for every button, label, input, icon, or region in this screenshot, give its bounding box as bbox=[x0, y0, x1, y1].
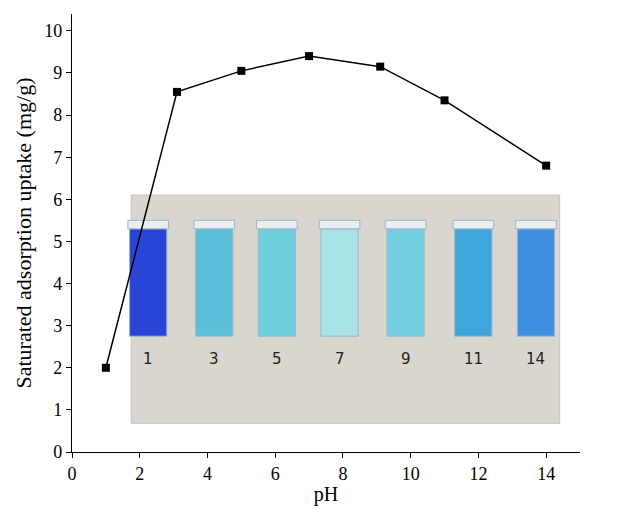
svg-text:10: 10 bbox=[402, 464, 420, 484]
svg-text:7: 7 bbox=[335, 350, 345, 368]
svg-text:11: 11 bbox=[464, 350, 483, 368]
svg-text:10: 10 bbox=[44, 21, 62, 41]
svg-text:0: 0 bbox=[68, 464, 77, 484]
svg-text:5: 5 bbox=[272, 350, 282, 368]
svg-text:12: 12 bbox=[469, 464, 487, 484]
svg-text:4: 4 bbox=[53, 274, 62, 294]
svg-text:pH: pH bbox=[314, 483, 338, 506]
svg-text:3: 3 bbox=[209, 350, 219, 368]
svg-text:14: 14 bbox=[526, 350, 545, 368]
svg-text:2: 2 bbox=[53, 358, 62, 378]
svg-text:6: 6 bbox=[271, 464, 280, 484]
svg-text:5: 5 bbox=[53, 232, 62, 252]
svg-text:6: 6 bbox=[53, 190, 62, 210]
svg-text:8: 8 bbox=[338, 464, 347, 484]
svg-text:3: 3 bbox=[53, 316, 62, 336]
svg-text:0: 0 bbox=[53, 442, 62, 462]
svg-text:2: 2 bbox=[135, 464, 144, 484]
svg-text:4: 4 bbox=[203, 464, 212, 484]
svg-text:9: 9 bbox=[53, 63, 62, 83]
svg-text:1: 1 bbox=[143, 350, 153, 368]
svg-text:1: 1 bbox=[53, 400, 62, 420]
svg-text:9: 9 bbox=[401, 350, 411, 368]
svg-text:7: 7 bbox=[53, 147, 62, 167]
svg-text:Saturated adsorption uptake (m: Saturated adsorption uptake (mg/g) bbox=[11, 78, 36, 389]
svg-text:8: 8 bbox=[53, 105, 62, 125]
svg-text:14: 14 bbox=[537, 464, 555, 484]
